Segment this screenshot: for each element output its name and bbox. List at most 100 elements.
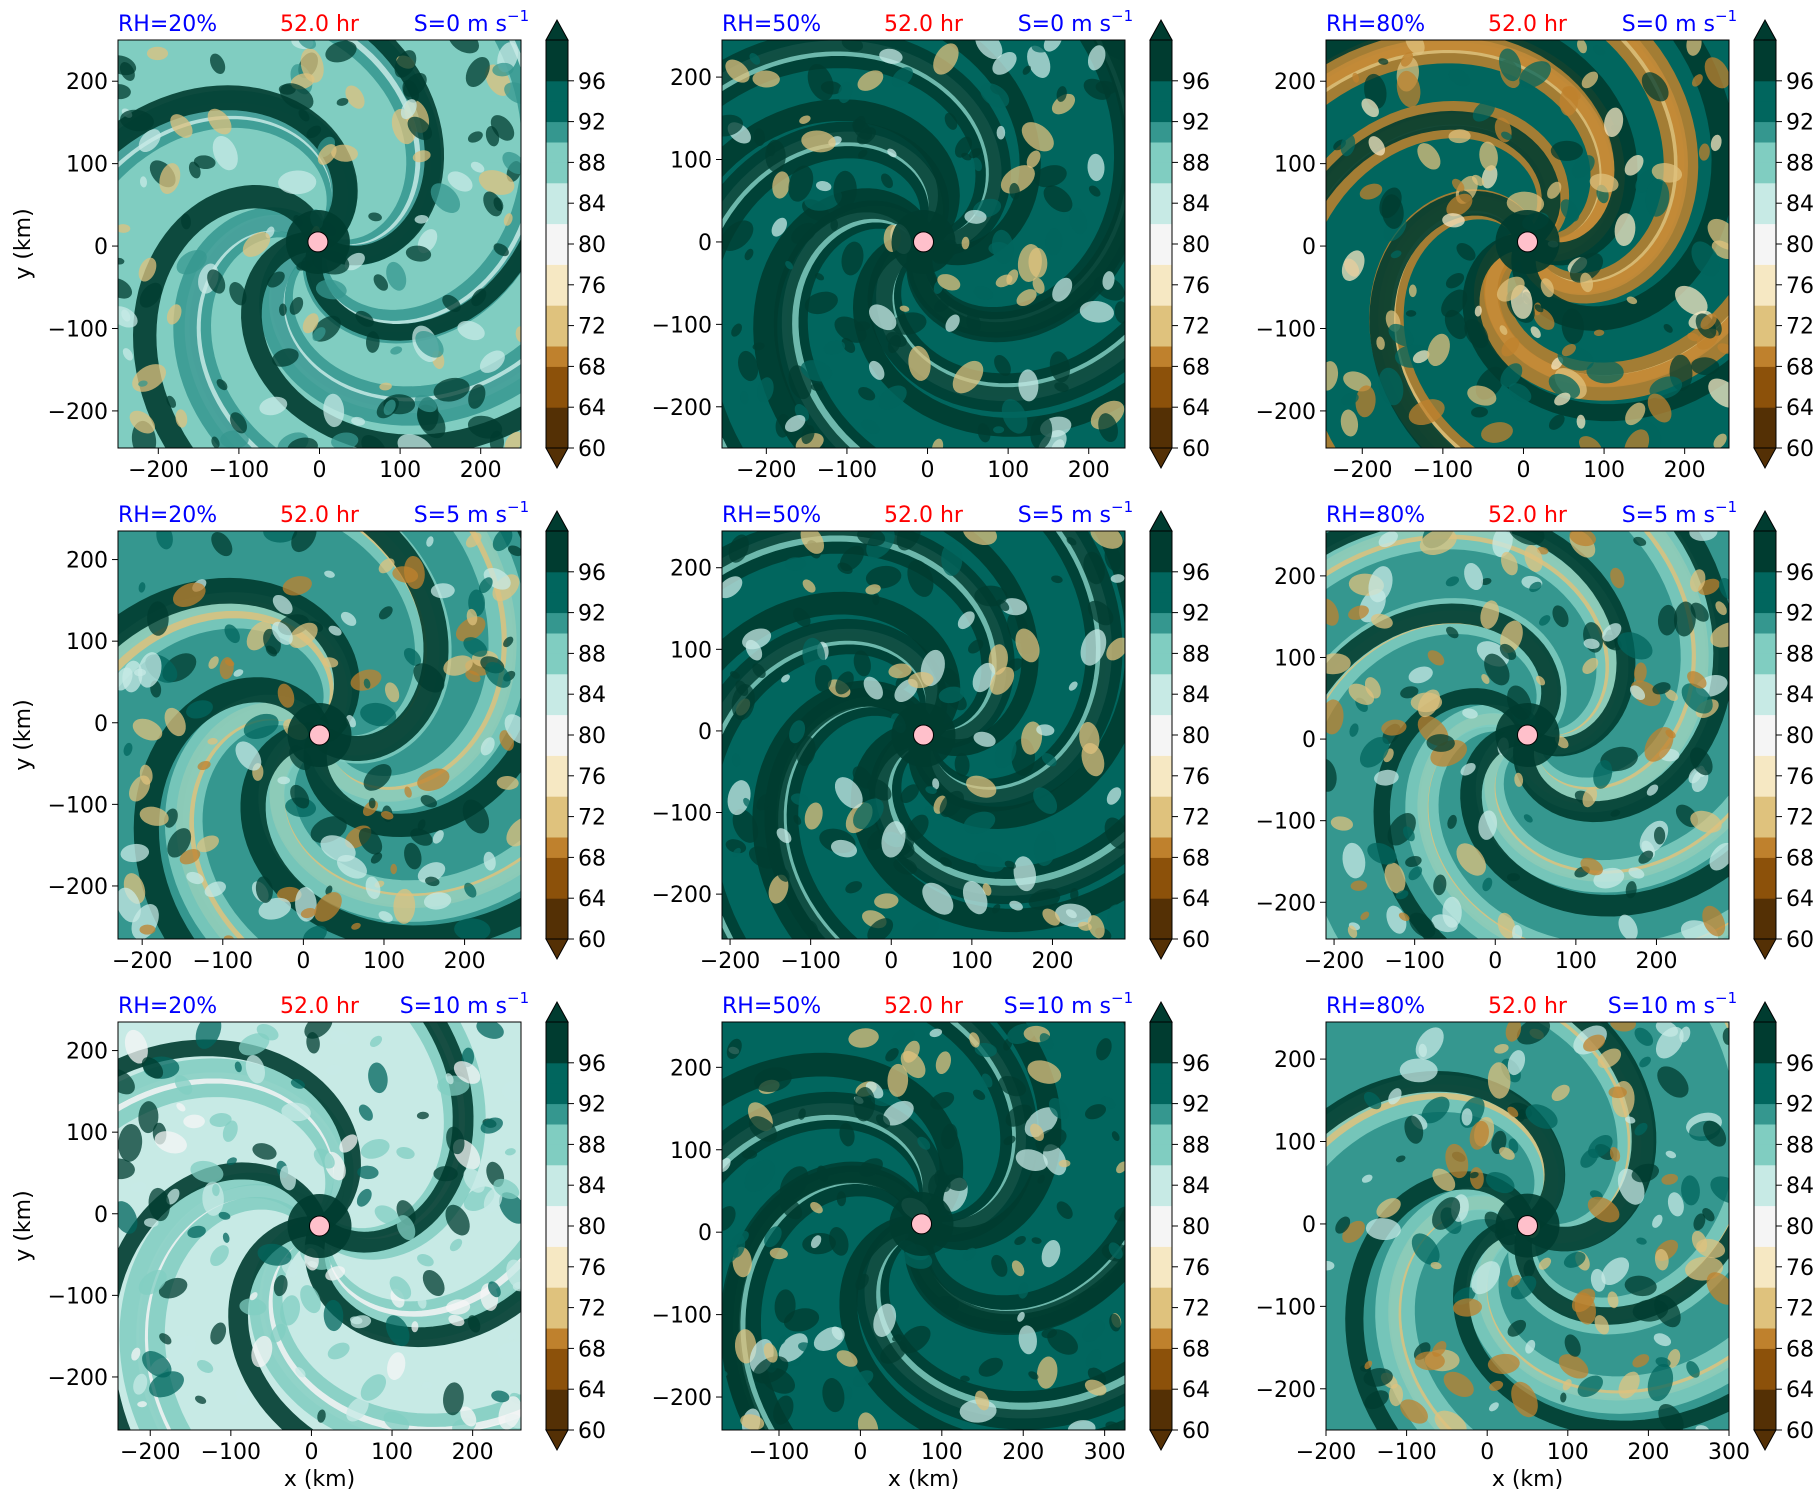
texture-blob xyxy=(403,72,427,97)
colorbar-bin xyxy=(1754,223,1776,245)
texture-blob xyxy=(385,1315,410,1347)
texture-blob xyxy=(144,1218,159,1228)
texture-blob xyxy=(1673,601,1696,637)
texture-blob xyxy=(1626,296,1638,305)
texture-blob xyxy=(774,1289,796,1324)
texture-blob xyxy=(489,430,504,448)
texture-blob xyxy=(1404,1115,1424,1144)
y-tick-label: −100 xyxy=(652,802,712,827)
texture-blob xyxy=(325,1064,342,1075)
texture-blob xyxy=(1610,567,1625,589)
texture-blob xyxy=(383,1411,410,1430)
texture-blob xyxy=(497,1341,521,1361)
texture-blob xyxy=(973,731,996,747)
texture-blob xyxy=(1088,185,1101,197)
rainband-dark xyxy=(1514,1022,1729,1325)
colorbar-tick-label: 80 xyxy=(1786,1215,1814,1240)
x-tick-label: −200 xyxy=(112,949,172,974)
colorbar-tick-label: 64 xyxy=(578,1378,606,1403)
x-tick-label: 200 xyxy=(1068,458,1110,483)
texture-blob xyxy=(1628,867,1645,879)
colorbar-extend-max xyxy=(545,18,569,41)
texture-blob xyxy=(1580,272,1594,293)
texture-blob xyxy=(508,1331,518,1341)
title-shear-exponent: −1 xyxy=(507,989,529,1007)
texture-blob xyxy=(368,212,382,222)
texture-blob xyxy=(1453,1298,1482,1317)
texture-blob xyxy=(378,606,393,620)
x-tick-label: −100 xyxy=(1376,1440,1436,1465)
texture-blob xyxy=(1349,723,1359,737)
colorbar-bin xyxy=(1754,898,1776,920)
texture-blob xyxy=(1096,1038,1112,1061)
texture-blob xyxy=(1069,207,1088,235)
texture-blob xyxy=(196,1360,214,1373)
texture-blob xyxy=(1592,45,1606,56)
texture-blob xyxy=(1687,332,1700,342)
texture-blob xyxy=(148,1187,170,1222)
colorbar-tick-label: 64 xyxy=(1786,1378,1814,1403)
x-tick-label: −200 xyxy=(736,458,796,483)
texture-blob xyxy=(462,799,490,834)
texture-blob xyxy=(317,1409,326,1423)
texture-blob xyxy=(1569,252,1604,283)
texture-blob xyxy=(1084,1104,1107,1120)
texture-blob xyxy=(369,1035,383,1048)
colorbar-bin xyxy=(1150,427,1172,449)
x-tick-label: −100 xyxy=(780,949,840,974)
texture-blob xyxy=(1586,359,1624,384)
texture-blob xyxy=(1087,45,1106,71)
colorbar-tick-label: 64 xyxy=(578,396,606,421)
texture-blob xyxy=(900,784,920,803)
rainband-dark xyxy=(753,188,933,448)
texture-blob xyxy=(810,1235,822,1249)
colorbar-tick-label: 96 xyxy=(1786,561,1814,586)
texture-blob xyxy=(1488,1402,1499,1412)
colorbar-tick-label: 76 xyxy=(578,765,606,790)
colorbar-tick-label: 64 xyxy=(1786,396,1814,421)
texture-blob xyxy=(442,294,461,312)
texture-blob xyxy=(1017,1311,1025,1322)
texture-blob xyxy=(764,1226,782,1248)
texture-blob xyxy=(1111,1131,1120,1142)
texture-blob xyxy=(1028,1371,1039,1380)
texture-blob xyxy=(1658,1403,1684,1430)
texture-blob xyxy=(1446,193,1473,217)
colorbar-bin xyxy=(1150,1266,1172,1288)
texture-blob xyxy=(1481,165,1498,189)
texture-blob xyxy=(1471,174,1485,186)
texture-blob xyxy=(980,83,1010,108)
title-shear: S=0 m s xyxy=(1018,12,1111,37)
texture-blob xyxy=(776,866,790,882)
x-tick-label: −200 xyxy=(700,949,760,974)
texture-blob xyxy=(1624,155,1644,176)
title-time: 52.0 hr xyxy=(1488,12,1568,37)
rainband-dark xyxy=(118,1162,325,1430)
texture-blob xyxy=(1009,182,1020,200)
texture-blob xyxy=(139,282,162,308)
colorbar-bin xyxy=(546,80,568,102)
texture-blob xyxy=(138,380,148,387)
rainband xyxy=(921,1022,1038,1243)
texture-blob xyxy=(384,682,400,703)
texture-blob xyxy=(164,808,178,828)
texture-blob xyxy=(1577,40,1587,54)
texture-blob xyxy=(129,775,151,802)
texture-blob xyxy=(347,1202,361,1215)
texture-blob xyxy=(1033,787,1058,815)
rainband xyxy=(249,1219,521,1430)
colorbar-tick-label: 64 xyxy=(1182,1378,1210,1403)
colorbar: 60 64 68 72 76 80 84 88 92 96 xyxy=(1753,509,1814,961)
texture-blob xyxy=(929,1028,943,1038)
texture-blob xyxy=(1384,862,1406,894)
texture-blob xyxy=(1087,153,1105,182)
colorbar-bin xyxy=(1150,612,1172,634)
texture-blob xyxy=(1710,621,1729,648)
colorbar-bin xyxy=(1754,796,1776,818)
colorbar-bin xyxy=(546,898,568,920)
texture-blob xyxy=(928,1173,944,1199)
texture-blob xyxy=(1487,1353,1520,1374)
rainband-dark xyxy=(852,232,1125,437)
texture-blob xyxy=(1710,1176,1729,1204)
colorbar-bin xyxy=(1754,837,1776,858)
